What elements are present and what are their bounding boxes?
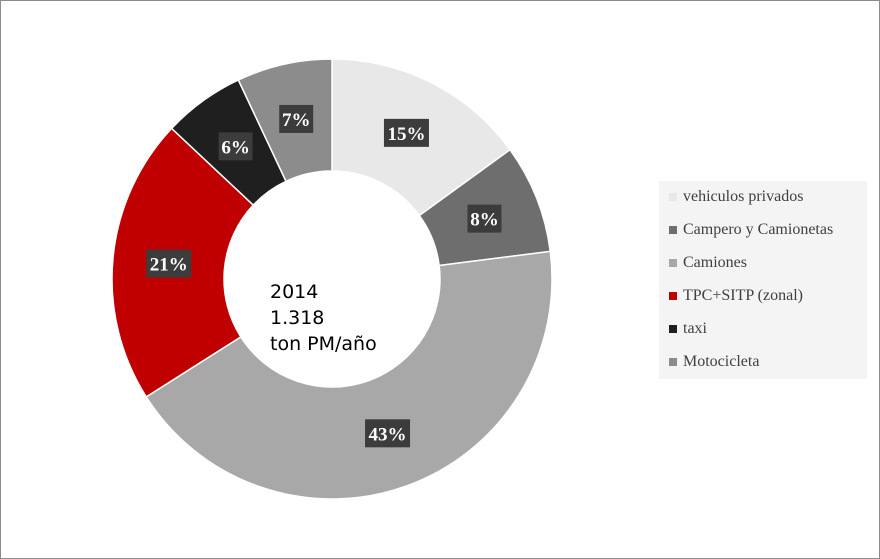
slice-labels: 15% 8% 43% 21% 6% 7%: [146, 104, 502, 448]
data-label-box: [365, 419, 411, 448]
data-label-text: 43%: [369, 424, 407, 445]
legend-item: Camiones: [669, 252, 747, 274]
legend-label: Motocicleta: [683, 353, 760, 370]
data-label-text: 21%: [150, 255, 188, 276]
data-label-2: 8%: [467, 204, 502, 233]
data-label-box: [383, 118, 429, 147]
legend-swatch: [669, 259, 677, 267]
donut-slices: [111, 58, 553, 500]
legend-label: vehiculos privados: [683, 188, 804, 205]
legend-item: taxi: [669, 318, 707, 340]
legend-item: Motocicleta: [669, 351, 759, 373]
legend: vehiculos privados Campero y Camionetas Ca…: [659, 181, 867, 379]
data-label-box: [279, 104, 314, 133]
data-label-1: 15%: [383, 118, 429, 147]
legend-swatch: [669, 358, 677, 366]
legend-item: vehiculos privados: [669, 186, 803, 208]
legend-label: TPC+SITP (zonal): [683, 287, 803, 304]
center-unit: ton PM/año: [270, 333, 377, 355]
data-label-box: [146, 249, 192, 278]
data-label-text: 8%: [470, 210, 499, 231]
legend-label: taxi: [683, 320, 707, 337]
data-label-text: 7%: [282, 110, 311, 131]
legend-swatch: [669, 292, 677, 300]
legend-swatch: [669, 325, 677, 333]
legend-item: TPC+SITP (zonal): [669, 285, 803, 307]
legend-label: Campero y Camionetas: [683, 221, 834, 238]
data-label-4: 21%: [146, 249, 192, 278]
data-label-5: 6%: [218, 132, 253, 161]
legend-item: Campero y Camionetas: [669, 219, 833, 241]
data-label-6: 7%: [279, 104, 314, 133]
center-year: 2014: [270, 281, 318, 303]
data-label-box: [467, 204, 502, 233]
legend-swatch: [669, 226, 677, 234]
data-label-text: 6%: [221, 137, 250, 158]
center-annotation: 2014 1.318 ton PM/año: [270, 281, 377, 355]
data-label-3: 43%: [365, 419, 411, 448]
center-total: 1.318: [270, 307, 324, 329]
data-label-text: 15%: [387, 124, 425, 145]
legend-label: Camiones: [683, 254, 747, 271]
slice-camiones: [145, 250, 553, 500]
legend-swatch: [669, 193, 677, 201]
data-label-box: [218, 132, 253, 161]
